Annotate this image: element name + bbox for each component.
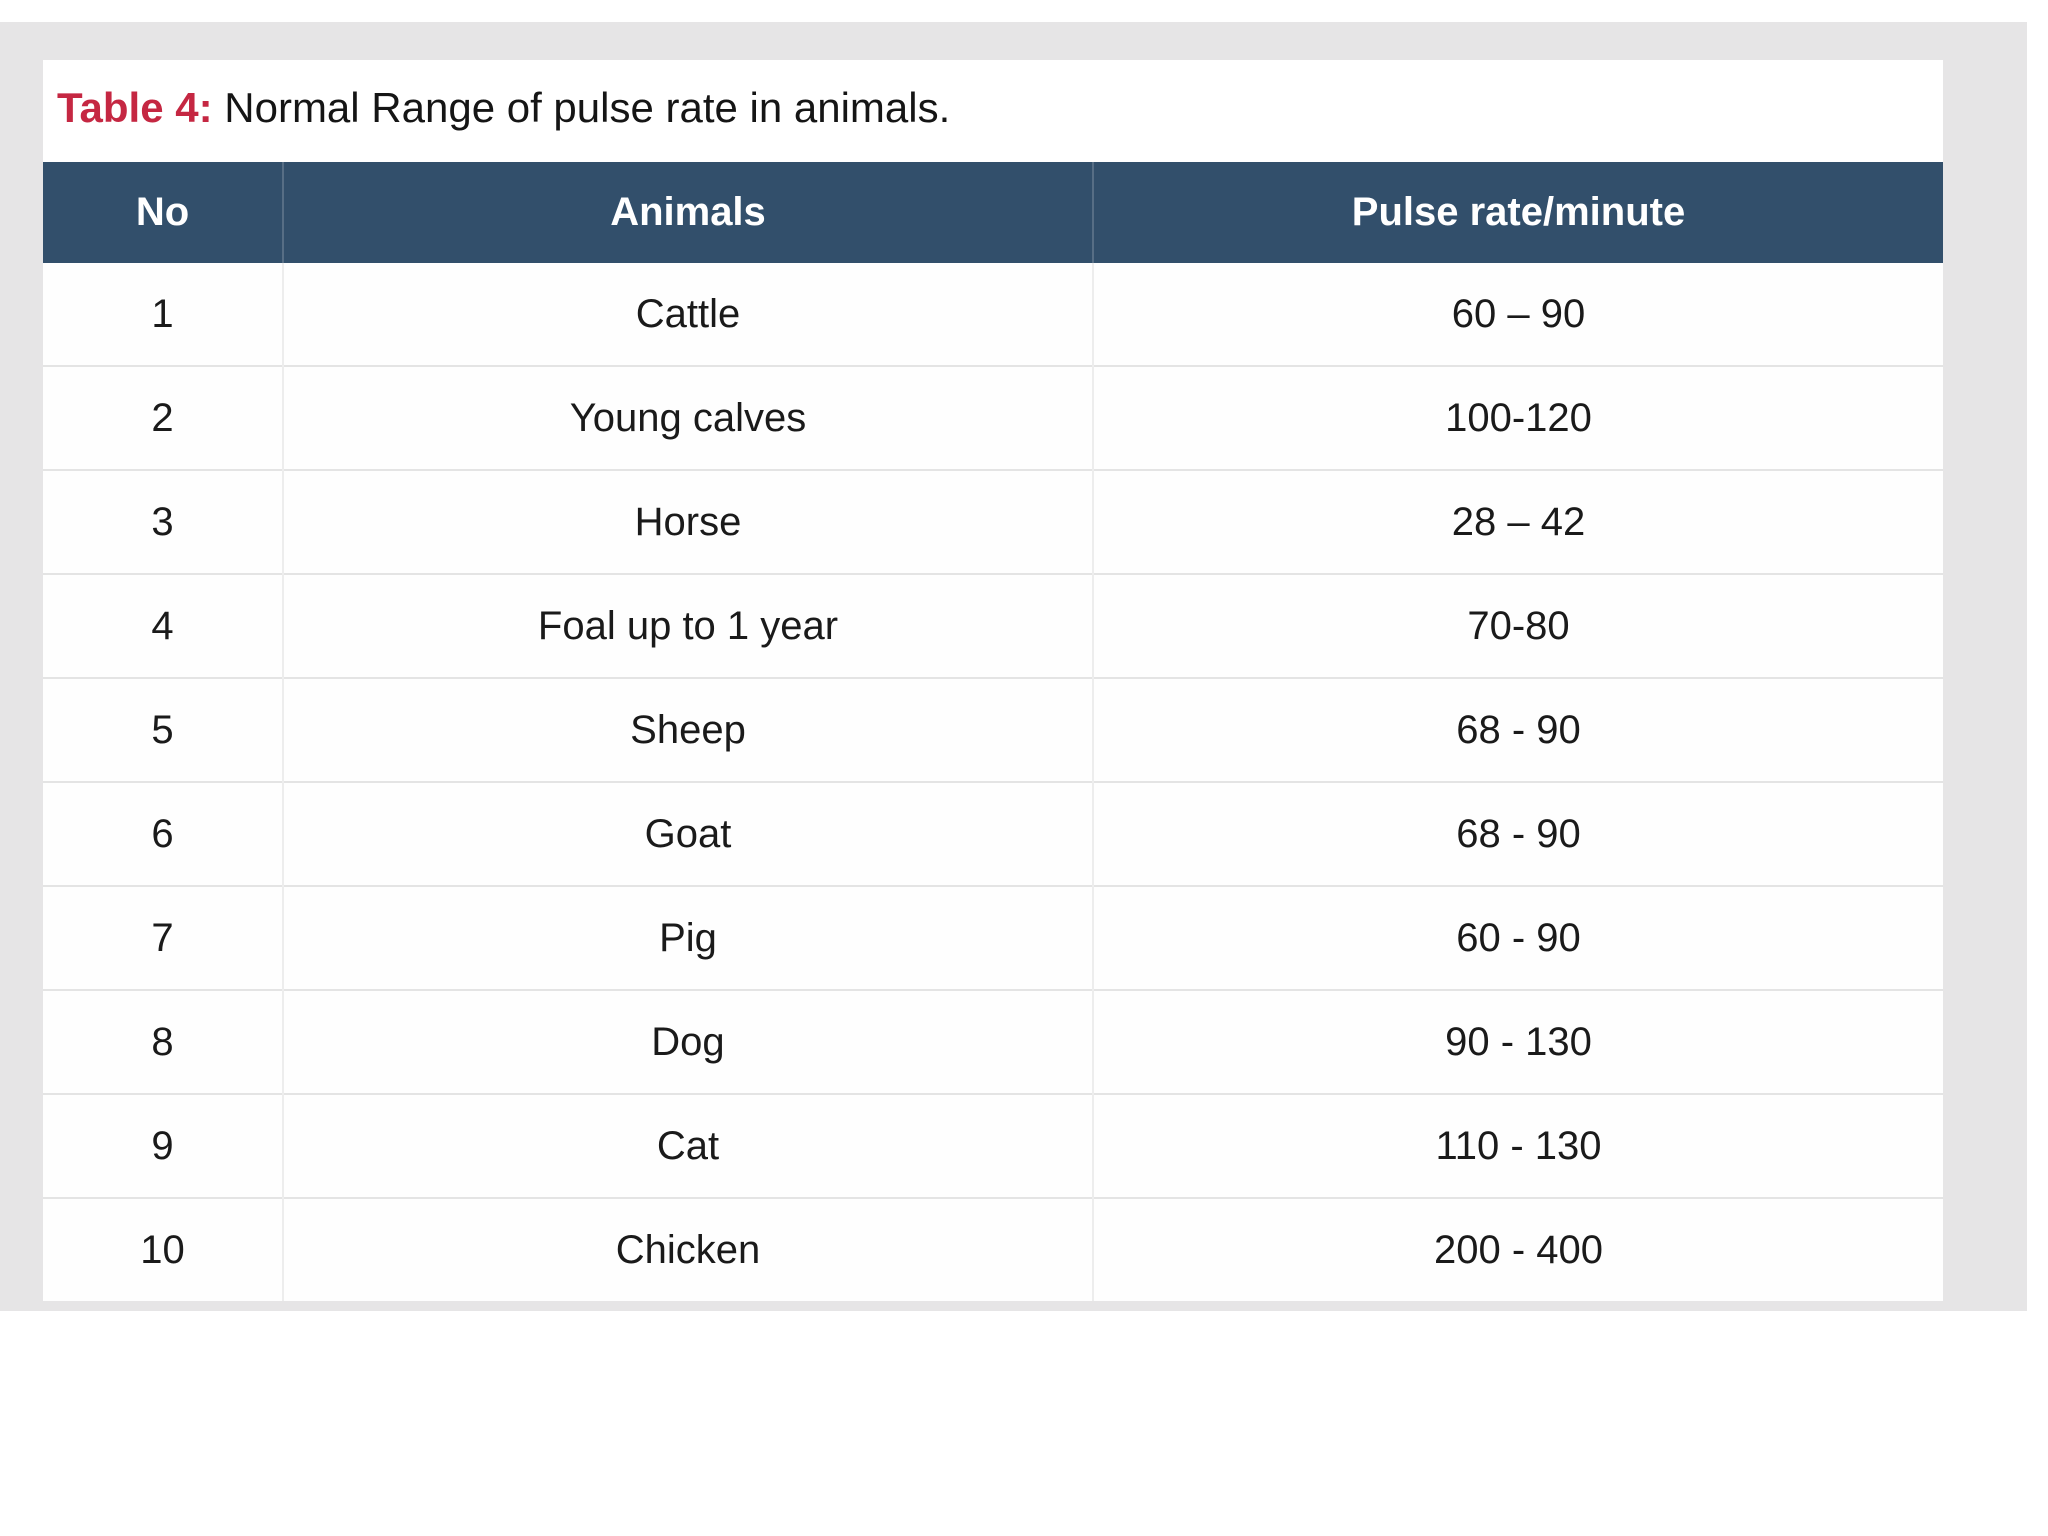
row-number-cell: 9 [43, 1093, 283, 1199]
pulse-rate-cell: 68 - 90 [1092, 781, 1943, 887]
pulse-rate-cell: 200 - 400 [1092, 1197, 1943, 1302]
row-number-cell: 5 [43, 677, 283, 783]
animal-name-cell: Chicken [282, 1197, 1093, 1302]
table-row: 8 Dog 90 - 130 [43, 989, 1943, 1095]
animal-name-cell: Sheep [282, 677, 1093, 783]
table-row: 5 Sheep 68 - 90 [43, 677, 1943, 783]
table-caption-label: Table 4: [57, 84, 213, 131]
row-number-cell: 10 [43, 1197, 283, 1302]
table-body: 1 Cattle 60 – 90 2 Young calves 100-120 3 Horse… [43, 263, 1943, 1302]
table-row: 7 Pig 60 - 90 [43, 885, 1943, 991]
pulse-rate-table: No Animals Pulse rate/minute 1 Cattle 60 –… [43, 162, 1943, 1302]
page-panel: Table 4: Normal Range of pulse rate in a… [0, 22, 2027, 1311]
pulse-rate-cell: 60 – 90 [1092, 263, 1943, 367]
pulse-rate-cell: 28 – 42 [1092, 469, 1943, 575]
table-row: 2 Young calves 100-120 [43, 365, 1943, 471]
table-caption-text: Normal Range of pulse rate in animals. [212, 84, 951, 131]
animal-name-cell: Foal up to 1 year [282, 573, 1093, 679]
animal-name-cell: Dog [282, 989, 1093, 1095]
row-number-cell: 6 [43, 781, 283, 887]
header-cell-no: No [43, 162, 283, 264]
table-row: 1 Cattle 60 – 90 [43, 263, 1943, 367]
animal-name-cell: Goat [282, 781, 1093, 887]
animal-name-cell: Cat [282, 1093, 1093, 1199]
header-cell-pulse-rate: Pulse rate/minute [1092, 162, 1943, 264]
table-row: 6 Goat 68 - 90 [43, 781, 1943, 887]
table-row: 4 Foal up to 1 year 70-80 [43, 573, 1943, 679]
row-number-cell: 8 [43, 989, 283, 1095]
table-caption: Table 4: Normal Range of pulse rate in a… [43, 60, 1943, 132]
animal-name-cell: Pig [282, 885, 1093, 991]
row-number-cell: 4 [43, 573, 283, 679]
row-number-cell: 3 [43, 469, 283, 575]
pulse-rate-cell: 90 - 130 [1092, 989, 1943, 1095]
pulse-rate-cell: 68 - 90 [1092, 677, 1943, 783]
table-row: 3 Horse 28 – 42 [43, 469, 1943, 575]
pulse-rate-cell: 100-120 [1092, 365, 1943, 471]
row-number-cell: 2 [43, 365, 283, 471]
header-cell-animals: Animals [282, 162, 1093, 264]
table-row: 10 Chicken 200 - 400 [43, 1197, 1943, 1302]
table-row: 9 Cat 110 - 130 [43, 1093, 1943, 1199]
animal-name-cell: Young calves [282, 365, 1093, 471]
animal-name-cell: Cattle [282, 263, 1093, 367]
pulse-rate-cell: 110 - 130 [1092, 1093, 1943, 1199]
row-number-cell: 1 [43, 263, 283, 367]
document-card: Table 4: Normal Range of pulse rate in a… [43, 60, 1943, 1302]
table-header: No Animals Pulse rate/minute [43, 162, 1943, 264]
pulse-rate-cell: 60 - 90 [1092, 885, 1943, 991]
pulse-rate-cell: 70-80 [1092, 573, 1943, 679]
row-number-cell: 7 [43, 885, 283, 991]
header-row: No Animals Pulse rate/minute [43, 162, 1943, 264]
animal-name-cell: Horse [282, 469, 1093, 575]
